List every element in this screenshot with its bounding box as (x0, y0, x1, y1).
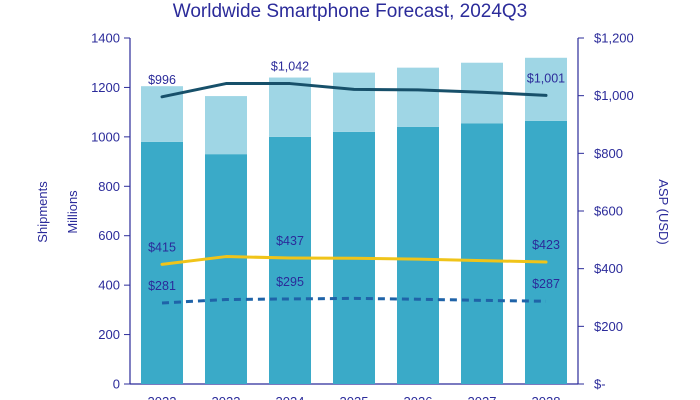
x-tick-label: 2028 (532, 394, 561, 400)
bar-shipments-upper (397, 67, 439, 127)
bar-shipments-upper (205, 96, 247, 155)
right-tick-label: $- (594, 377, 606, 392)
bar-shipments-lower (397, 126, 439, 384)
right-tick-label: $1,000 (594, 88, 634, 103)
asp-line (160, 255, 548, 266)
bar-shipments-upper (525, 57, 567, 121)
bar-shipments-lower (525, 120, 567, 385)
left-axis-ticks: 0 200 400 600 800 1000 1200 1400 (91, 31, 130, 392)
bars (141, 57, 567, 385)
asp-data-label: $281 (148, 279, 176, 293)
x-tick-label: 2026 (404, 394, 433, 400)
left-tick-label: 1200 (91, 80, 120, 95)
bar-shipments-lower (461, 123, 503, 384)
x-tick-label: 2024 (276, 394, 305, 400)
x-tick-label: 2022 (148, 394, 177, 400)
right-tick-label: $800 (594, 146, 623, 161)
x-tick-label: 2023 (212, 394, 241, 400)
x-tick-label: 2025 (340, 394, 369, 400)
right-axis-label: ASP (USD) (656, 179, 671, 245)
asp-data-label: $415 (148, 240, 176, 254)
x-axis-ticks: 2022 2023 2024 2025 2026 2027 2028 (148, 394, 561, 400)
asp-data-label: $287 (532, 277, 560, 291)
right-tick-label: $600 (594, 204, 623, 219)
left-tick-label: 600 (98, 228, 120, 243)
asp-line (160, 82, 548, 99)
asp-line (161, 296, 547, 305)
lines (160, 82, 548, 305)
bar-shipments-lower (269, 136, 311, 384)
left-axis-label-shipments: Shipments (35, 181, 50, 243)
left-tick-label: 200 (98, 327, 120, 342)
right-tick-label: $1,200 (594, 31, 634, 46)
asp-data-label: $996 (148, 73, 176, 87)
bar-shipments-upper (333, 72, 375, 132)
asp-data-label: $1,001 (527, 71, 565, 85)
left-tick-label: 1400 (91, 31, 120, 46)
left-tick-label: 1000 (91, 129, 120, 144)
asp-data-label: $423 (532, 238, 560, 252)
left-axis-label-millions: Millions (65, 190, 80, 234)
left-tick-label: 800 (98, 179, 120, 194)
asp-data-label: $437 (276, 234, 304, 248)
right-tick-label: $200 (594, 319, 623, 334)
right-tick-label: $400 (594, 261, 623, 276)
chart-title: Worldwide Smartphone Forecast, 2024Q3 (173, 1, 528, 22)
asp-data-label: $1,042 (271, 60, 309, 74)
left-tick-label: 0 (113, 377, 120, 392)
bar-shipments-lower (205, 154, 247, 384)
data-labels: $996 $1,042 $1,001 $415 $437 $423 $281 $295 $287 (148, 60, 565, 293)
left-tick-label: 400 (98, 278, 120, 293)
asp-data-label: $295 (276, 275, 304, 289)
x-tick-label: 2027 (468, 394, 497, 400)
right-axis-ticks: $- $200 $400 $600 $800 $1,000 $1,200 (578, 31, 634, 392)
bar-shipments-upper (269, 77, 311, 137)
